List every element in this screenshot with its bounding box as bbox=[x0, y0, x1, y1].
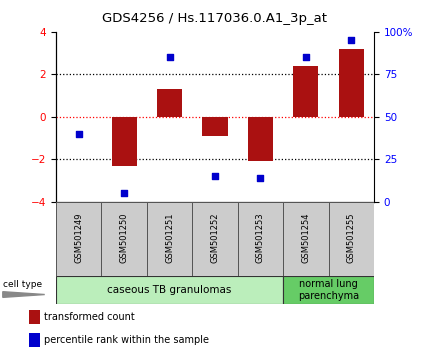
Bar bbox=[101, 202, 147, 276]
Point bbox=[257, 175, 264, 181]
Bar bbox=[192, 202, 238, 276]
Polygon shape bbox=[3, 292, 45, 297]
Bar bbox=[56, 202, 101, 276]
Bar bbox=[147, 202, 192, 276]
Bar bbox=[293, 66, 318, 117]
Text: percentile rank within the sample: percentile rank within the sample bbox=[44, 335, 209, 345]
Bar bbox=[29, 310, 40, 324]
Point bbox=[212, 173, 218, 179]
Point bbox=[348, 38, 355, 43]
Bar bbox=[248, 117, 273, 161]
Bar bbox=[283, 202, 329, 276]
Bar bbox=[29, 333, 40, 347]
Text: GSM501249: GSM501249 bbox=[74, 212, 83, 263]
Bar bbox=[112, 117, 137, 166]
Bar bbox=[329, 202, 374, 276]
Text: GSM501255: GSM501255 bbox=[347, 212, 356, 263]
Text: GSM501250: GSM501250 bbox=[120, 212, 129, 263]
Bar bbox=[203, 117, 227, 136]
Bar bbox=[283, 276, 374, 304]
Text: transformed count: transformed count bbox=[44, 312, 135, 322]
Bar bbox=[339, 49, 364, 117]
Point bbox=[302, 55, 309, 60]
Text: GSM501252: GSM501252 bbox=[211, 212, 219, 263]
Text: cell type: cell type bbox=[3, 280, 42, 289]
Text: GSM501251: GSM501251 bbox=[165, 212, 174, 263]
Bar bbox=[238, 202, 283, 276]
Text: caseous TB granulomas: caseous TB granulomas bbox=[108, 285, 232, 295]
Text: GDS4256 / Hs.117036.0.A1_3p_at: GDS4256 / Hs.117036.0.A1_3p_at bbox=[102, 12, 328, 25]
Bar bbox=[157, 89, 182, 117]
Text: GSM501253: GSM501253 bbox=[256, 212, 265, 263]
Point bbox=[166, 55, 173, 60]
Bar bbox=[56, 276, 283, 304]
Text: normal lung
parenchyma: normal lung parenchyma bbox=[298, 279, 359, 301]
Point bbox=[75, 131, 82, 137]
Text: GSM501254: GSM501254 bbox=[301, 212, 310, 263]
Point bbox=[121, 190, 128, 196]
